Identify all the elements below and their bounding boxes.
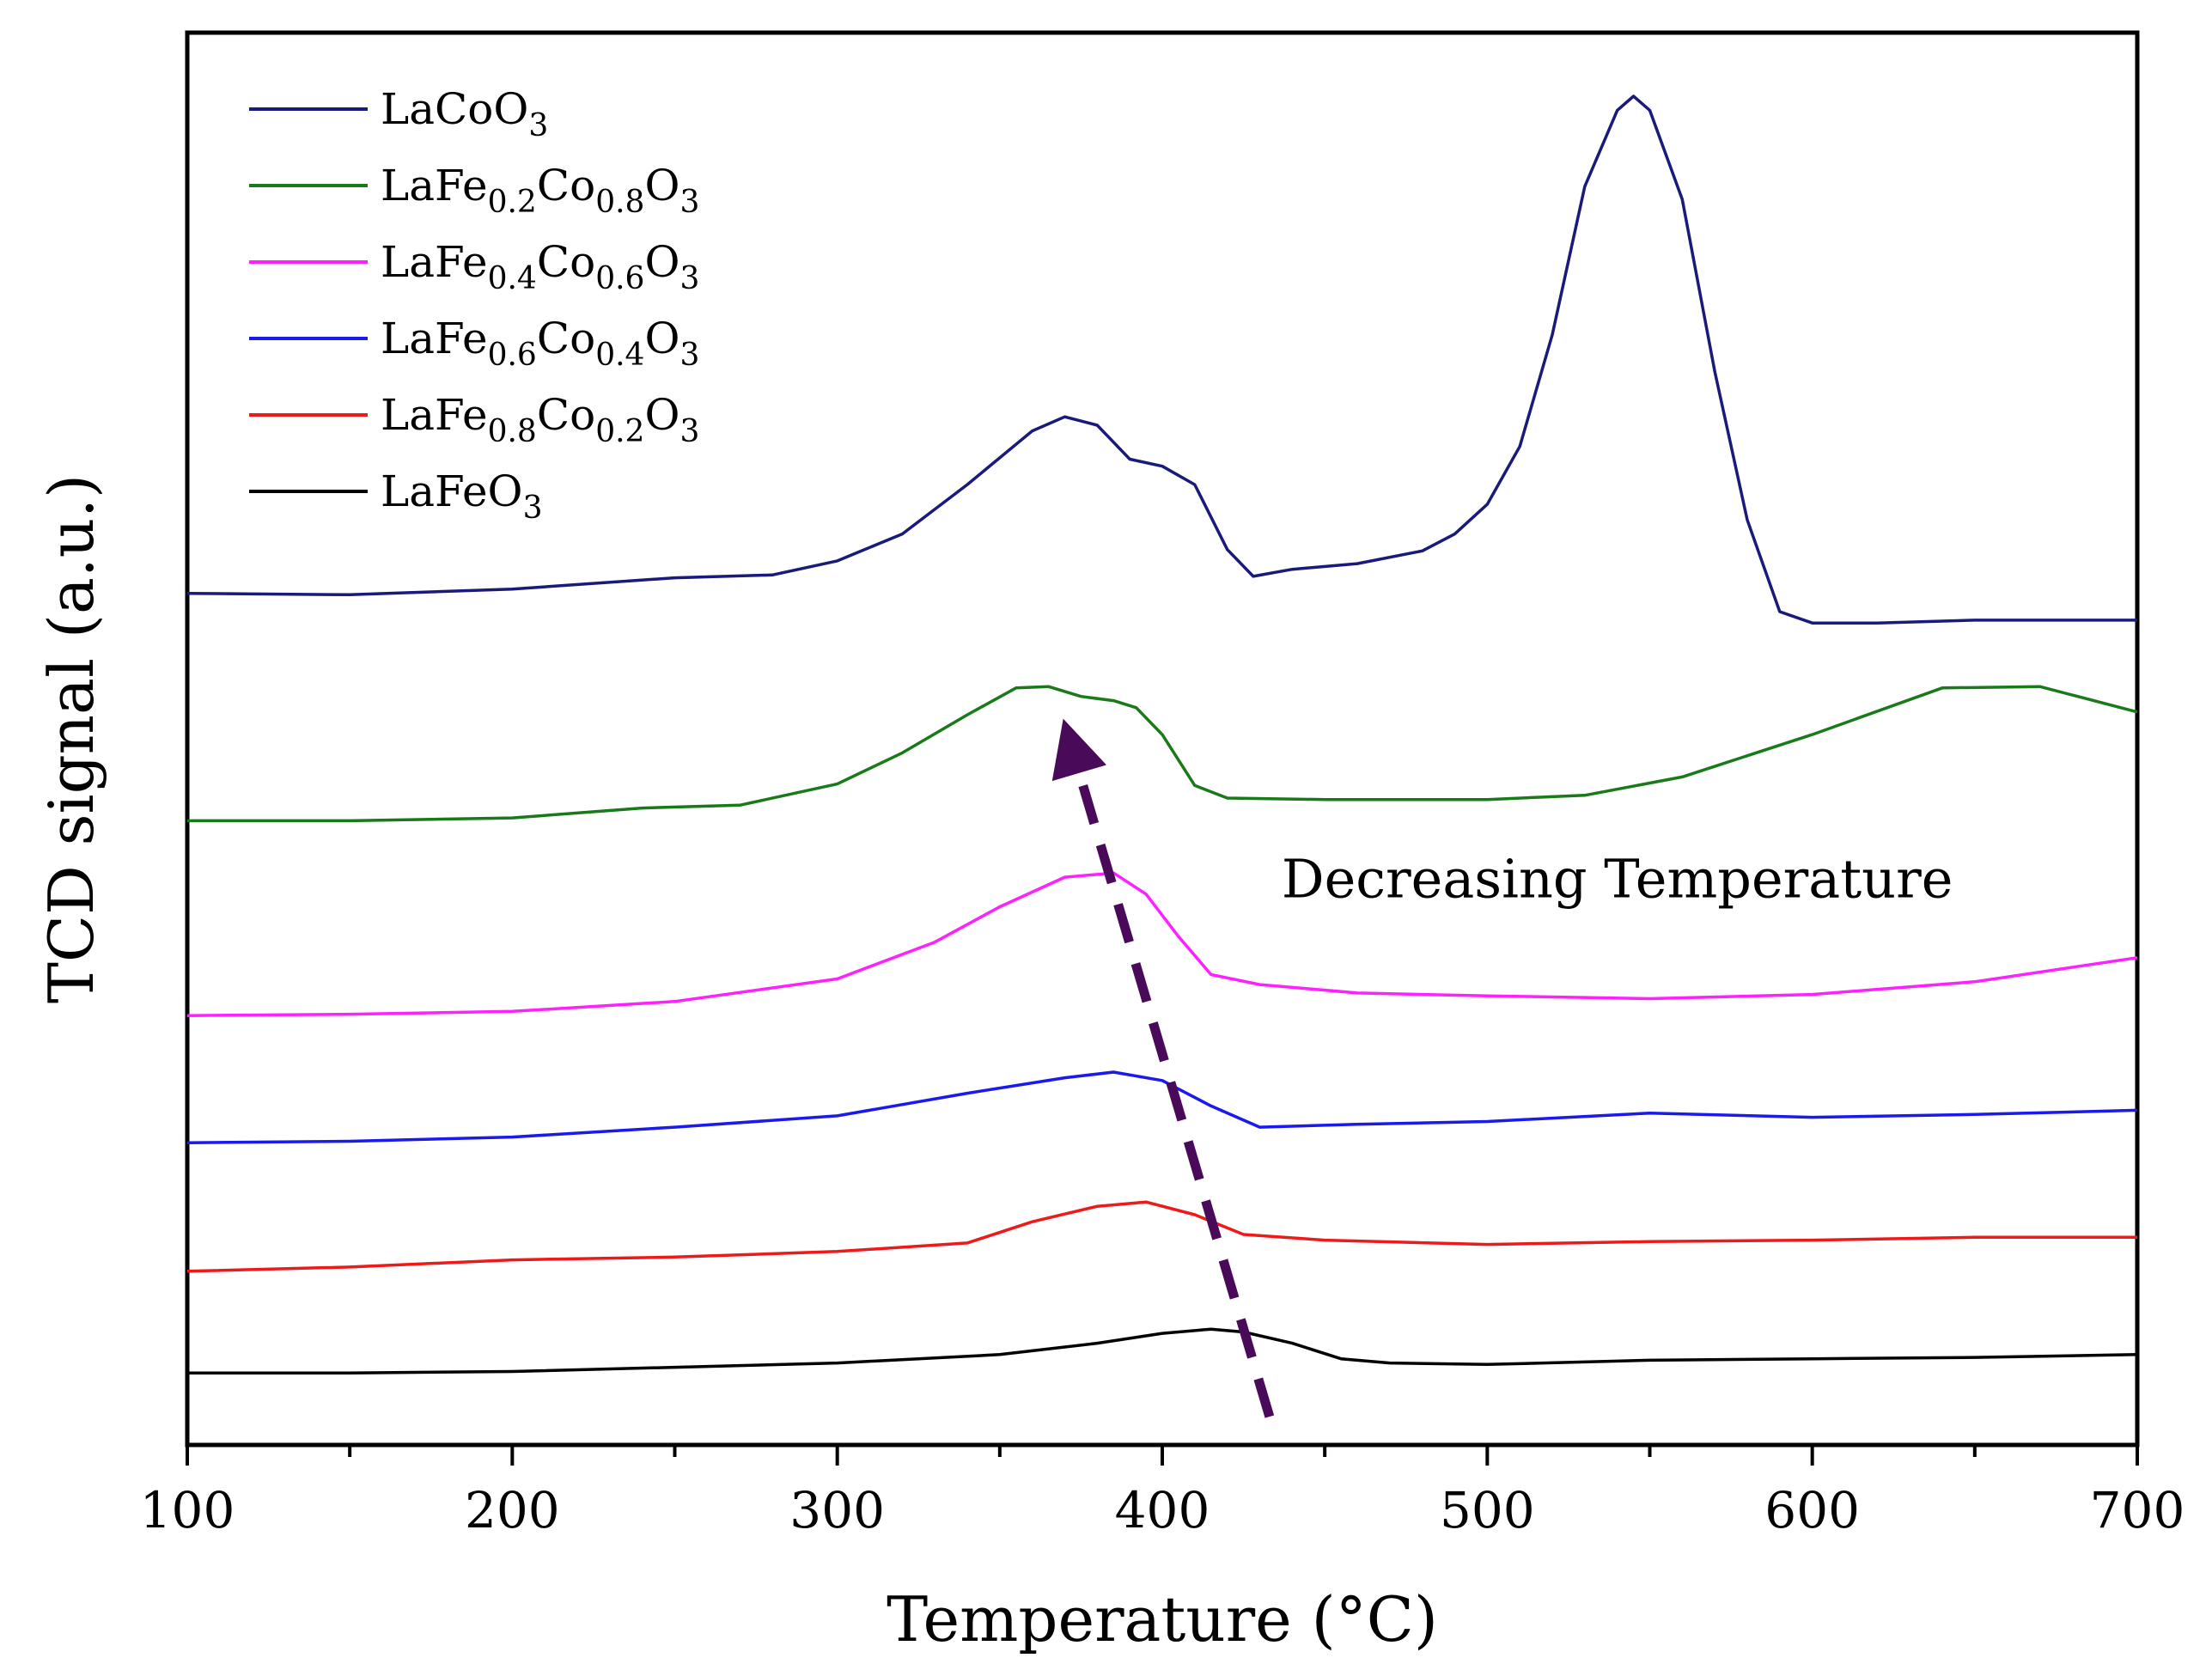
legend-label-part: Co bbox=[537, 237, 595, 287]
y-axis-title: TCD signal (a.u.) bbox=[35, 474, 107, 1003]
legend-label-part: 3 bbox=[679, 261, 699, 296]
annotation-layer: Decreasing Temperature bbox=[1051, 718, 1953, 1418]
legend-label-3: LaFe0.6Co0.4O3 bbox=[381, 314, 699, 373]
legend-label-part: Co bbox=[537, 161, 595, 210]
series-line-2 bbox=[186, 871, 2138, 1017]
x-tick-label-200: 200 bbox=[465, 1481, 560, 1539]
legend-label-part: LaCoO bbox=[381, 84, 528, 134]
legend-label-part: 0.8 bbox=[488, 414, 537, 449]
series-line-0 bbox=[186, 94, 2137, 625]
legend-label-part: LaFe bbox=[381, 161, 488, 210]
x-tick-label-100: 100 bbox=[140, 1481, 235, 1539]
legend-label-part: 0.6 bbox=[488, 338, 537, 373]
legend-label-part: 3 bbox=[528, 108, 548, 143]
x-tick-label-700: 700 bbox=[2090, 1481, 2185, 1539]
legend-label-part: LaFe bbox=[381, 390, 488, 440]
legend-label-part: Co bbox=[537, 314, 595, 363]
legend-label-part: LaFe bbox=[381, 237, 488, 287]
legend-label-1: LaFe0.2Co0.8O3 bbox=[381, 161, 699, 220]
series-line-5 bbox=[187, 1327, 2138, 1374]
legend-label-part: 3 bbox=[679, 185, 699, 220]
legend: LaCoO3LaFe0.2Co0.8O3LaFe0.4Co0.6O3LaFe0.… bbox=[249, 84, 699, 526]
legend-label-part: 0.2 bbox=[595, 414, 644, 449]
x-axis-title: Temperature (°C) bbox=[887, 1583, 1438, 1655]
legend-label-0: LaCoO3 bbox=[381, 84, 548, 143]
legend-label-part: 3 bbox=[523, 491, 543, 526]
series-line-3 bbox=[186, 1070, 2138, 1144]
legend-label-part: 0.6 bbox=[595, 261, 644, 296]
x-tick-label-500: 500 bbox=[1440, 1481, 1535, 1539]
x-tick-label-600: 600 bbox=[1764, 1481, 1860, 1539]
legend-label-part: O bbox=[644, 314, 679, 363]
series-line-1 bbox=[187, 685, 2138, 823]
legend-label-part: 0.2 bbox=[488, 185, 537, 220]
series-layer bbox=[186, 94, 2138, 1374]
decreasing-temperature-arrow bbox=[1051, 718, 1275, 1418]
legend-label-part: 3 bbox=[679, 338, 699, 373]
annotation-text: Decreasing Temperature bbox=[1282, 847, 1953, 910]
x-tick-label-400: 400 bbox=[1115, 1481, 1210, 1539]
legend-label-part: 3 bbox=[679, 414, 699, 449]
legend-label-part: LaFeO bbox=[381, 466, 523, 516]
legend-label-part: LaFe bbox=[381, 314, 488, 363]
legend-label-part: Co bbox=[537, 390, 595, 440]
legend-label-part: O bbox=[644, 390, 679, 440]
x-axis-ticks: 100 200 300 400 500 600 700 bbox=[140, 1445, 2185, 1539]
legend-label-part: O bbox=[644, 237, 679, 287]
legend-label-4: LaFe0.8Co0.2O3 bbox=[381, 390, 699, 449]
legend-label-5: LaFeO3 bbox=[381, 466, 542, 526]
legend-label-part: 0.8 bbox=[595, 185, 644, 220]
legend-label-part: 0.4 bbox=[595, 338, 644, 373]
series-line-4 bbox=[186, 1200, 2137, 1273]
legend-label-part: O bbox=[644, 161, 679, 210]
legend-label-2: LaFe0.4Co0.6O3 bbox=[381, 237, 699, 296]
x-tick-label-300: 300 bbox=[789, 1481, 885, 1539]
legend-label-part: 0.4 bbox=[488, 261, 537, 296]
